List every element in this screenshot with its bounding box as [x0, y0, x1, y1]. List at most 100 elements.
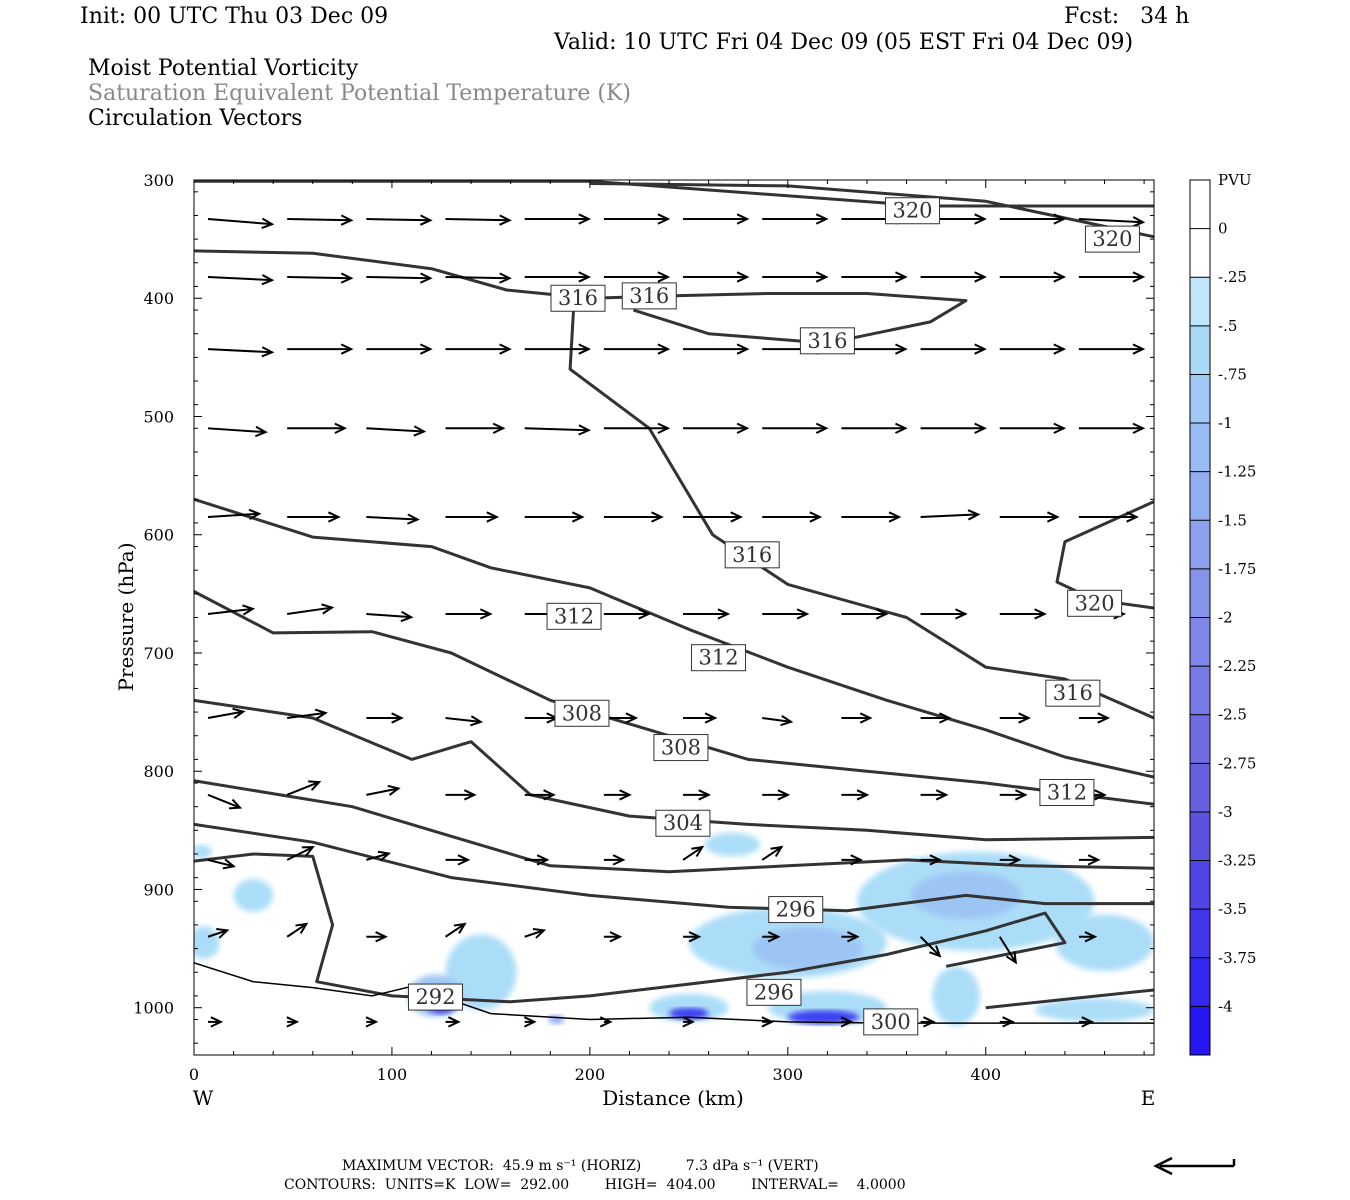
colorbar-segment: [1190, 811, 1210, 862]
vector-arrow: [366, 513, 420, 525]
vector-arrow: [841, 931, 860, 943]
colorbar-label: -2.25: [1218, 657, 1256, 675]
y-tick-label: 400: [143, 289, 174, 308]
pv-patch: [1035, 998, 1154, 1022]
init-time: Init: 00 UTC Thu 03 Dec 09: [80, 4, 389, 29]
vector-arrow: [365, 1016, 379, 1028]
contour-label-text: 312: [698, 646, 738, 670]
vector-arrow: [524, 712, 560, 724]
vector-shaft: [207, 275, 273, 282]
forecast-hour: Fcst: 34 h: [1064, 4, 1190, 29]
vector-arrow: [599, 1016, 613, 1028]
contour-label: 316: [724, 541, 780, 569]
vector-head: [974, 271, 987, 283]
vector-head: [340, 343, 354, 355]
theta-contour-296: [194, 852, 1067, 1004]
vector-head: [657, 213, 671, 225]
contour-labels: 320 320 316 316 316 316 320 312 312 316 308 308 312 3…: [407, 197, 1140, 1036]
contour-label-box: [863, 1008, 919, 1036]
pv-patch: [649, 993, 729, 1022]
vector-head: [543, 789, 556, 801]
vector-arrow: [207, 793, 243, 810]
pv-patch: [1055, 914, 1154, 972]
vector-arrow: [920, 509, 981, 521]
vector-head: [232, 707, 246, 719]
theta-contours: [194, 180, 1154, 1010]
vector-arrow: [287, 708, 328, 720]
vector-arrow: [366, 712, 404, 724]
vector-head: [796, 608, 810, 620]
vector-head: [856, 789, 870, 801]
colorbar-label: -1.75: [1218, 560, 1256, 578]
theta-contour-300: [194, 779, 1154, 874]
vector-head: [780, 715, 794, 727]
vector-head: [1094, 789, 1107, 801]
contour-label-text: 320: [892, 199, 932, 223]
colorbar-label: -2.5: [1218, 706, 1247, 724]
vector-shaft: [366, 427, 425, 433]
vector-arrow: [999, 854, 1022, 866]
x-axis-label: Distance (km): [602, 1086, 744, 1110]
contour-label-box: [407, 983, 463, 1011]
contour-label-text: 296: [776, 898, 816, 922]
vector-head: [365, 1016, 379, 1028]
vector-shaft: [366, 515, 418, 521]
vector-shaft: [998, 936, 1017, 963]
vector-head: [578, 213, 592, 225]
x-tick-label: 400: [970, 1065, 1001, 1084]
contour-label: 296: [768, 896, 824, 924]
vector-arrow: [841, 511, 902, 523]
contour-label: 308: [554, 699, 610, 727]
x-tick-label: 200: [575, 1065, 606, 1084]
contour-label: 308: [653, 734, 709, 762]
vector-arrow: [366, 850, 392, 862]
vector-head: [770, 845, 784, 858]
vector-head: [1132, 216, 1146, 228]
vector-head: [682, 1016, 695, 1028]
vector-arrow: [920, 712, 952, 724]
vector-head: [1005, 951, 1017, 965]
max-vector-text: MAXIMUM VECTOR: 45.9 m s⁻¹ (HORIZ) 7.3 d…: [342, 1158, 819, 1174]
x-tick-label: 100: [377, 1065, 408, 1084]
colorbar-label: -1.5: [1218, 511, 1247, 529]
contour-label-text: 316: [807, 329, 847, 353]
vector-head: [888, 511, 902, 523]
vector-head: [761, 1016, 775, 1028]
vector-shaft: [207, 710, 244, 719]
pv-patch: [704, 832, 761, 857]
vector-head: [704, 712, 718, 724]
vector-head: [967, 509, 981, 521]
valid-time: Valid: 10 UTC Fri 04 Dec 09 (05 EST Fri …: [554, 30, 1134, 55]
vector-head: [248, 508, 262, 520]
vector-arrow: [603, 422, 671, 434]
colorbar-segment: [1190, 714, 1210, 764]
vector-head: [571, 511, 585, 523]
vector-arrow: [841, 789, 870, 801]
colorbar-label: -.25: [1218, 268, 1247, 286]
vector-arrow: [523, 1016, 537, 1028]
contour-label-box: [1045, 679, 1101, 707]
vector-arrow: [287, 272, 354, 284]
vector-shaft: [366, 218, 431, 222]
contour-label: 312: [691, 644, 747, 672]
vector-arrow: [445, 608, 493, 620]
vector-head: [334, 422, 348, 434]
vector-arrow: [762, 271, 829, 283]
vector-arrow: [524, 343, 592, 355]
vector-head: [391, 712, 404, 724]
contour-label-text: 300: [871, 1010, 911, 1034]
vector-arrow: [603, 511, 664, 523]
contour-label-text: 308: [562, 701, 602, 725]
vector-arrow: [445, 511, 500, 523]
vector-arrow: [603, 789, 632, 801]
vector-arrow: [1078, 422, 1146, 434]
vector-arrow: [920, 343, 987, 355]
vector-head: [1132, 271, 1146, 283]
vector-head: [929, 945, 942, 958]
vector-shaft: [207, 427, 266, 434]
vector-arrow: [445, 343, 512, 355]
colorbar-segment: [1190, 666, 1210, 716]
vector-head: [688, 931, 702, 943]
vector-head: [413, 425, 427, 437]
